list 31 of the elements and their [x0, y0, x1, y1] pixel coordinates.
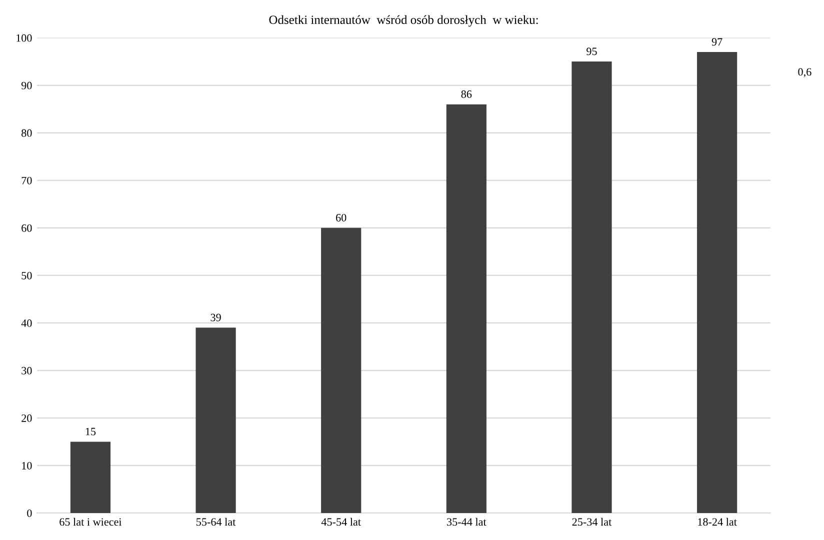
data-label: 39: [210, 314, 221, 322]
y-tick-label: 0: [27, 509, 32, 517]
bar: [572, 62, 612, 513]
x-tick-label: 65 lat i wiecei: [60, 518, 122, 526]
y-tick-label: 60: [22, 224, 32, 232]
x-tick-label: 55-64 lat: [196, 518, 236, 526]
bar: [70, 442, 111, 513]
y-tick-label: 80: [22, 129, 32, 137]
y-tick-label: 70: [22, 176, 32, 184]
data-label: 86: [461, 90, 472, 98]
data-label: 15: [86, 428, 96, 436]
y-tick-label: 40: [21, 319, 32, 327]
data-label: 97: [712, 38, 722, 46]
x-tick-label: 45-54 lat: [321, 518, 361, 526]
y-tick-label: 100: [16, 34, 32, 42]
y-tick-label: 50: [22, 272, 32, 280]
data-label: 60: [336, 214, 346, 222]
x-tick-label: 35-44 lat: [447, 518, 486, 526]
x-tick-label: 18-24 lat: [698, 518, 737, 526]
text: 0,6: [798, 68, 812, 78]
y-tick-label: 10: [22, 462, 32, 470]
y-tick-label: 90: [21, 82, 32, 90]
chart-title: Odsetki internautów wśród osób dorosłych w wieku:: [269, 15, 538, 27]
x-tick-label: 25-34 lat: [572, 518, 612, 526]
data-label: 95: [586, 48, 597, 56]
bar: [446, 104, 486, 513]
bar: [196, 328, 236, 513]
y-tick-label: 20: [22, 414, 32, 422]
bar: [321, 228, 362, 513]
bar: [697, 52, 738, 513]
y-tick-label: 30: [22, 366, 32, 374]
